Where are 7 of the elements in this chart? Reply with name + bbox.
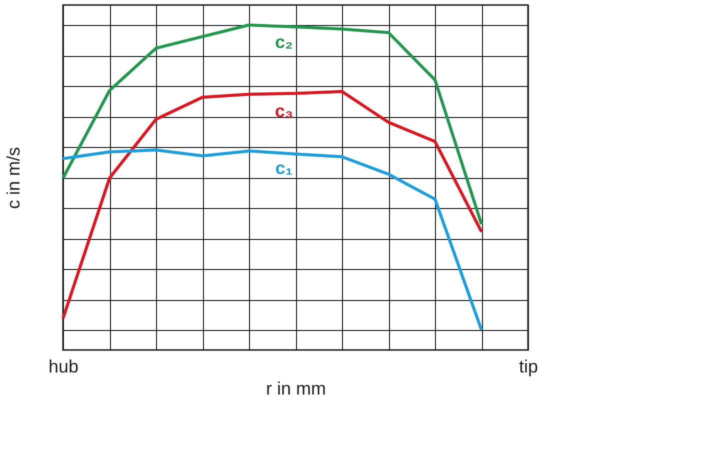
series-label: c₃: [274, 101, 294, 122]
x-tick-label: tip: [518, 356, 538, 376]
x-axis-title: r in mm: [266, 378, 326, 398]
x-tick-label: hub: [48, 356, 79, 376]
series-label: c₂: [274, 32, 294, 52]
y-axis-title: c in m/s: [4, 146, 24, 210]
series-label: c₁: [275, 158, 293, 178]
